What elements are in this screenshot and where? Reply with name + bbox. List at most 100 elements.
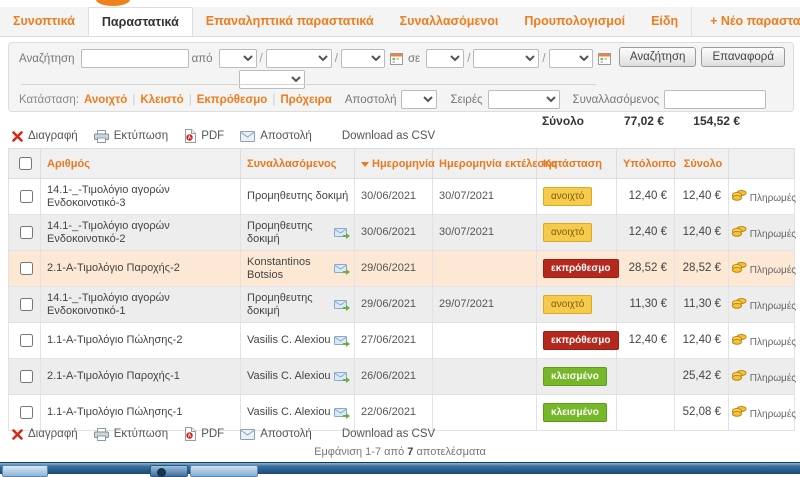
delete-action[interactable]: Διαγραφή bbox=[12, 130, 78, 142]
header-exec-date[interactable]: Ημερομηνία εκτέλεσης bbox=[432, 148, 557, 179]
table-row: 1.1-Α-Τιμολόγιο Πώλησης-2 Vasilis C. Ale… bbox=[8, 322, 796, 359]
from-day-select[interactable] bbox=[218, 49, 257, 68]
invoice-date: 22/06/2021 bbox=[354, 394, 433, 431]
tab-budgets[interactable]: Προυπολογισμοί bbox=[524, 14, 626, 28]
printer-icon bbox=[93, 427, 109, 441]
payments-link: Πληρωμές bbox=[749, 372, 797, 384]
send-action[interactable]: Αποστολή bbox=[240, 130, 312, 142]
date-preset-row bbox=[239, 69, 305, 89]
delete-action[interactable]: Διαγραφή bbox=[12, 428, 78, 440]
csv-download-link[interactable]: Download as CSV bbox=[342, 130, 435, 142]
send-filter-select[interactable] bbox=[401, 90, 438, 109]
invoice-number[interactable]: 14.1-_-Τιμολόγιο αγορών Ενδοκοινοτικό-2 bbox=[40, 214, 241, 251]
date-separator: / bbox=[467, 52, 471, 65]
new-invoice-button[interactable]: + Νέο παραστατικό bbox=[691, 7, 800, 36]
status-filter-row: Κατάσταση: Ανοιχτό | Κλειστό | Εκπρόθεσμ… bbox=[19, 90, 767, 109]
status-link-draft[interactable]: Πρόχειρα bbox=[280, 93, 332, 106]
status-label: Κατάσταση: bbox=[19, 93, 80, 106]
row-checkbox[interactable] bbox=[19, 369, 33, 383]
row-select-cell bbox=[8, 394, 41, 431]
execution-date bbox=[432, 358, 537, 395]
sent-email-icon bbox=[334, 263, 350, 275]
reset-button[interactable]: Επαναφορά bbox=[701, 47, 785, 67]
header-total[interactable]: Σύνολο bbox=[674, 148, 729, 179]
header-date[interactable]: Ημερομηνία bbox=[354, 148, 435, 179]
to-month-select[interactable] bbox=[473, 49, 540, 68]
date-preset-select[interactable] bbox=[239, 69, 305, 89]
payments-cell[interactable]: Πληρωμές bbox=[728, 358, 797, 395]
status-link-closed[interactable]: Κλειστό bbox=[140, 93, 184, 106]
payments-cell[interactable]: Πληρωμές bbox=[728, 178, 796, 215]
payments-cell[interactable]: Πληρωμές bbox=[728, 394, 796, 431]
search-input[interactable] bbox=[80, 49, 189, 68]
pdf-action[interactable]: PDF bbox=[184, 427, 224, 441]
taskbar-window-button[interactable] bbox=[2, 465, 48, 477]
coins-icon bbox=[731, 405, 747, 417]
header-contact[interactable]: Συναλλασόμενος bbox=[240, 148, 355, 179]
payments-cell[interactable]: Πληρωμές bbox=[728, 250, 796, 287]
link-separator: | bbox=[272, 93, 276, 106]
pdf-action[interactable]: PDF bbox=[184, 129, 224, 143]
invoice-number[interactable]: 2.1-Α-Τιμολόγιο Παροχής-1 bbox=[40, 358, 241, 395]
contact-cell: Vasilis C. Alexiou bbox=[240, 322, 355, 359]
date-separator: / bbox=[334, 52, 338, 65]
print-action[interactable]: Εκτύπωση bbox=[93, 427, 168, 441]
header-status[interactable]: Κατάσταση bbox=[536, 148, 617, 179]
balance-amount: 12,40 € bbox=[616, 214, 675, 251]
payments-cell[interactable]: Πληρωμές bbox=[728, 286, 797, 323]
invoice-number[interactable]: 2.1-Α-Τιμολόγιο Παροχής-2 bbox=[40, 250, 241, 287]
execution-date: 30/07/2021 bbox=[432, 178, 537, 215]
sort-desc-icon bbox=[361, 161, 369, 167]
tab-items[interactable]: Είδη bbox=[651, 14, 679, 28]
to-calendar-icon[interactable] bbox=[597, 52, 611, 65]
summary-balance: 77,02 € bbox=[623, 114, 664, 128]
from-month-select[interactable] bbox=[265, 49, 332, 68]
payments-link: Πληρωμές bbox=[749, 300, 797, 312]
tab-overview[interactable]: Συνοπτικά bbox=[13, 14, 75, 28]
csv-label: Download as CSV bbox=[341, 130, 436, 142]
taskbar-window-button[interactable] bbox=[150, 465, 188, 477]
row-select-cell bbox=[8, 322, 41, 359]
invoice-number[interactable]: 14.1-_-Τιμολόγιο αγορών Ενδοκοινοτικό-1 bbox=[40, 286, 241, 323]
header-balance[interactable]: Υπόλοιπο bbox=[616, 148, 676, 179]
series-filter-select[interactable] bbox=[487, 90, 560, 109]
print-action[interactable]: Εκτύπωση bbox=[93, 129, 168, 143]
status-link-open[interactable]: Ανοιχτό bbox=[84, 93, 128, 106]
payments-cell[interactable]: Πληρωμές bbox=[728, 322, 796, 359]
from-calendar-icon[interactable] bbox=[389, 52, 403, 65]
header-number[interactable]: Αριθμός bbox=[40, 148, 241, 179]
row-checkbox[interactable] bbox=[19, 189, 33, 203]
invoice-number[interactable]: 1.1-Α-Τιμολόγιο Πώλησης-1 bbox=[40, 394, 241, 431]
status-link-overdue[interactable]: Εκπρόθεσμο bbox=[196, 93, 268, 106]
csv-download-link[interactable]: Download as CSV bbox=[342, 428, 435, 440]
search-button[interactable]: Αναζήτηση bbox=[618, 47, 697, 67]
status-badge: ανοιχτό bbox=[543, 295, 593, 314]
table-row: 14.1-_-Τιμολόγιο αγορών Ενδοκοινοτικό-3 … bbox=[8, 178, 796, 215]
invoice-number[interactable]: 1.1-Α-Τιμολόγιο Πώλησης-2 bbox=[40, 322, 241, 359]
execution-date: 30/07/2021 bbox=[432, 214, 537, 251]
invoice-date: 30/06/2021 bbox=[354, 214, 433, 251]
search-label: Αναζήτηση bbox=[19, 52, 75, 65]
pdf-label: PDF bbox=[201, 428, 225, 440]
payments-cell[interactable]: Πληρωμές bbox=[728, 214, 796, 251]
tab-invoices[interactable]: Παραστατικά bbox=[87, 7, 193, 36]
taskbar-window-button[interactable] bbox=[190, 465, 258, 477]
send-action[interactable]: Αποστολή bbox=[240, 428, 312, 440]
results-prefix: Εμφάνιση 1-7 από bbox=[314, 446, 408, 458]
row-checkbox[interactable] bbox=[19, 405, 33, 419]
invoice-number[interactable]: 14.1-_-Τιμολόγιο αγορών Ενδοκοινοτικό-3 bbox=[40, 178, 241, 215]
select-all-checkbox[interactable] bbox=[19, 157, 32, 170]
row-checkbox[interactable] bbox=[19, 225, 33, 239]
total-amount: 25,42 € bbox=[674, 358, 729, 395]
to-year-select[interactable] bbox=[548, 49, 593, 68]
tab-recurring-invoices[interactable]: Επαναληπτικά παραστατικά bbox=[205, 14, 374, 28]
status-badge: εκπρόθεσμο bbox=[543, 331, 619, 350]
row-checkbox[interactable] bbox=[19, 333, 33, 347]
tab-contacts[interactable]: Συναλλασόμενοι bbox=[399, 14, 499, 28]
row-checkbox[interactable] bbox=[19, 297, 33, 311]
from-year-select[interactable] bbox=[340, 49, 385, 68]
to-day-select[interactable] bbox=[426, 49, 465, 68]
contact-filter-input[interactable] bbox=[664, 90, 767, 109]
row-checkbox[interactable] bbox=[19, 261, 33, 275]
